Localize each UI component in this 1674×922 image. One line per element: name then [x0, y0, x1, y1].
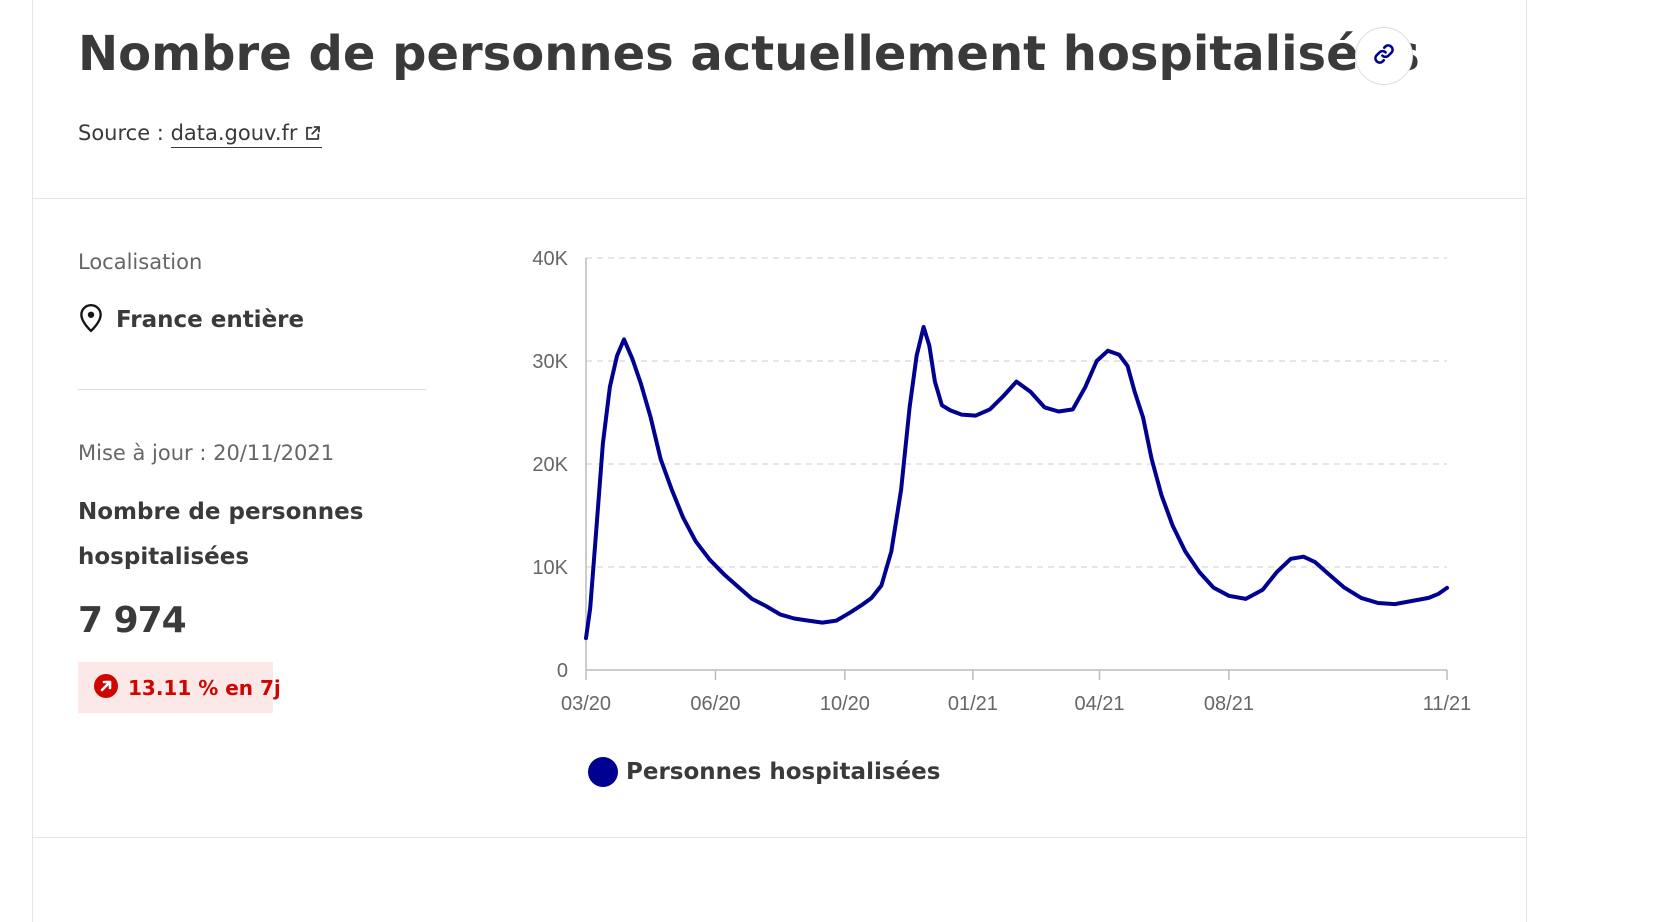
header-divider: [32, 198, 1527, 199]
source-line: Source : data.gouv.fr: [78, 121, 322, 148]
source-prefix: Source :: [78, 121, 171, 145]
y-tick-label: 30K: [532, 351, 568, 373]
link-icon: [1371, 41, 1397, 71]
location-label: Localisation: [78, 250, 203, 274]
footer-divider: [32, 837, 1527, 838]
series-line: [584, 325, 1449, 641]
location-value: France entière: [78, 303, 304, 337]
x-tick-label: 03/20: [561, 693, 611, 715]
external-link-icon: [304, 123, 322, 147]
x-tick-label: 06/20: [690, 693, 740, 715]
update-date: Mise à jour : 20/11/2021: [78, 441, 335, 465]
page-title: Nombre de personnes actuellement hospita…: [78, 26, 1420, 82]
chart-legend[interactable]: Personnes hospitalisées: [588, 757, 940, 787]
x-tick-label: 01/21: [948, 693, 998, 715]
x-tick-label: 04/21: [1074, 693, 1124, 715]
y-tick-label: 40K: [532, 248, 568, 270]
y-tick-label: 10K: [532, 557, 568, 579]
indicator-value: 7 974: [78, 600, 187, 641]
x-tick-label: 08/21: [1204, 693, 1254, 715]
source-link-text: data.gouv.fr: [170, 121, 298, 145]
trend-text: 13.11 % en 7j: [128, 675, 281, 700]
trend-up-icon: [94, 673, 118, 702]
trend-badge: 13.11 % en 7j: [78, 662, 281, 713]
y-tick-label: 20K: [532, 454, 568, 476]
location-pin-icon: [78, 303, 104, 337]
legend-marker: [588, 757, 618, 787]
legend-label: Personnes hospitalisées: [626, 759, 941, 785]
source-link[interactable]: data.gouv.fr: [170, 121, 322, 148]
y-tick-label: 0: [557, 660, 568, 682]
indicator-label: Nombre de personnes hospitalisées: [78, 499, 364, 570]
copy-link-button[interactable]: [1355, 27, 1413, 85]
location-name: France entière: [116, 307, 305, 333]
x-tick-label: 11/21: [1423, 693, 1472, 715]
series-area: [586, 327, 1447, 670]
sidebar-divider: [78, 389, 426, 390]
indicator-card: [32, 0, 1527, 922]
x-tick-label: 10/20: [820, 693, 870, 715]
